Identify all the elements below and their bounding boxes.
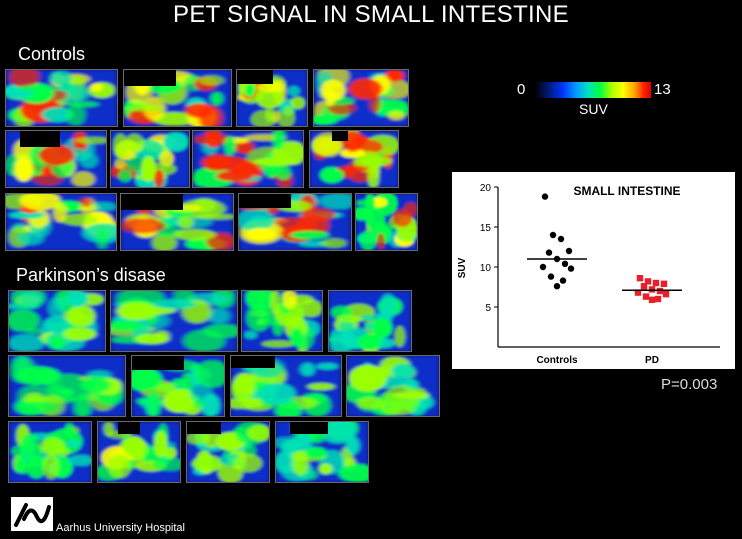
scan-label-mask <box>332 131 348 141</box>
y-axis-label: SUV <box>457 257 468 278</box>
controls-data-point <box>547 273 555 280</box>
scatter-plot: SMALL INTESTINE SUV 5 10 15 20 Controls PD <box>457 183 720 366</box>
pet-scan-image <box>236 69 308 127</box>
controls-data-point <box>557 235 565 243</box>
pet-scan-image <box>131 355 225 417</box>
controls-group-label: Controls <box>18 44 86 64</box>
pet-scan-image <box>238 193 352 251</box>
pet-scan-image <box>313 69 409 127</box>
institution-name: Aarhus University Hospital <box>56 522 185 534</box>
scatter-plot-panel: SMALL INTESTINE SUV 5 10 15 20 Controls PD <box>452 172 735 369</box>
pet-scan-image <box>241 290 323 352</box>
pet-scan-image <box>110 130 190 188</box>
pet-scan-image <box>275 421 369 483</box>
pet-scan-image <box>230 355 342 417</box>
scan-label-mask <box>187 422 221 434</box>
scan-label-mask <box>121 194 183 210</box>
controls-data-point <box>561 260 569 267</box>
pd-data-point <box>640 283 648 290</box>
pet-scan-image <box>192 130 304 188</box>
pet-scan-image <box>97 421 181 483</box>
pd-data-point <box>644 278 652 285</box>
pd-data-point <box>648 286 656 293</box>
controls-data-point <box>539 263 547 271</box>
pd-data-point <box>642 293 650 300</box>
controls-data-point <box>553 283 561 290</box>
y-tick-label: 10 <box>480 263 492 274</box>
scan-label-mask <box>231 356 275 368</box>
controls-data-point <box>559 277 567 284</box>
pd-data-point <box>634 289 642 296</box>
pd-group-label: Parkinson’s disase <box>16 265 166 285</box>
pd-data-point <box>656 287 664 295</box>
pet-scan-image <box>328 290 412 352</box>
p-value: P=0.003 <box>661 376 718 393</box>
controls-data-point <box>567 265 575 272</box>
scan-label-mask <box>290 422 328 434</box>
controls-data-point <box>549 231 557 239</box>
colorbar-gradient <box>535 82 651 98</box>
pet-scan-image <box>355 193 418 251</box>
pet-scan-image <box>186 421 270 483</box>
aarhus-logo-icon <box>14 503 51 527</box>
colorbar-min: 0 <box>517 81 526 98</box>
pet-scan-image <box>346 355 440 417</box>
scan-label-mask <box>239 194 291 208</box>
pet-scan-image <box>120 193 234 251</box>
controls-data-point <box>541 193 549 200</box>
pd-data-point <box>648 296 656 303</box>
page-title: PET SIGNAL IN SMALL INTESTINE <box>173 1 569 28</box>
colorbar-unit: SUV <box>579 101 608 117</box>
scan-label-mask <box>132 356 184 370</box>
y-tick-label: 20 <box>480 183 492 194</box>
pd-data-point <box>654 295 662 303</box>
y-tick-label: 15 <box>480 223 492 234</box>
pd-data-point <box>660 280 668 287</box>
controls-data-point <box>565 247 573 255</box>
x-tick-label: Controls <box>536 355 578 366</box>
x-tick-label: PD <box>645 355 659 366</box>
scan-label-mask <box>124 70 176 86</box>
scan-label-mask <box>20 131 60 147</box>
pet-scan-image <box>8 290 106 352</box>
y-tick-label: 5 <box>485 303 491 314</box>
pet-scan-image <box>110 290 238 352</box>
scan-label-mask <box>237 70 273 84</box>
pd-data-point <box>636 275 644 282</box>
pd-data-point <box>652 279 660 287</box>
pet-scan-image <box>309 130 399 188</box>
pet-scan-image <box>8 421 92 483</box>
controls-data-point <box>545 249 553 256</box>
aarhus-logo <box>11 497 53 531</box>
chart-title: SMALL INTESTINE <box>573 184 680 198</box>
pet-scan-image <box>5 193 117 251</box>
scan-label-mask <box>118 422 140 434</box>
pet-scan-image <box>123 69 232 127</box>
colorbar-max: 13 <box>654 81 671 98</box>
pet-scan-image <box>5 69 118 127</box>
pet-scan-image <box>8 355 126 417</box>
pd-data-point <box>662 291 670 298</box>
pet-scan-image <box>5 130 107 188</box>
